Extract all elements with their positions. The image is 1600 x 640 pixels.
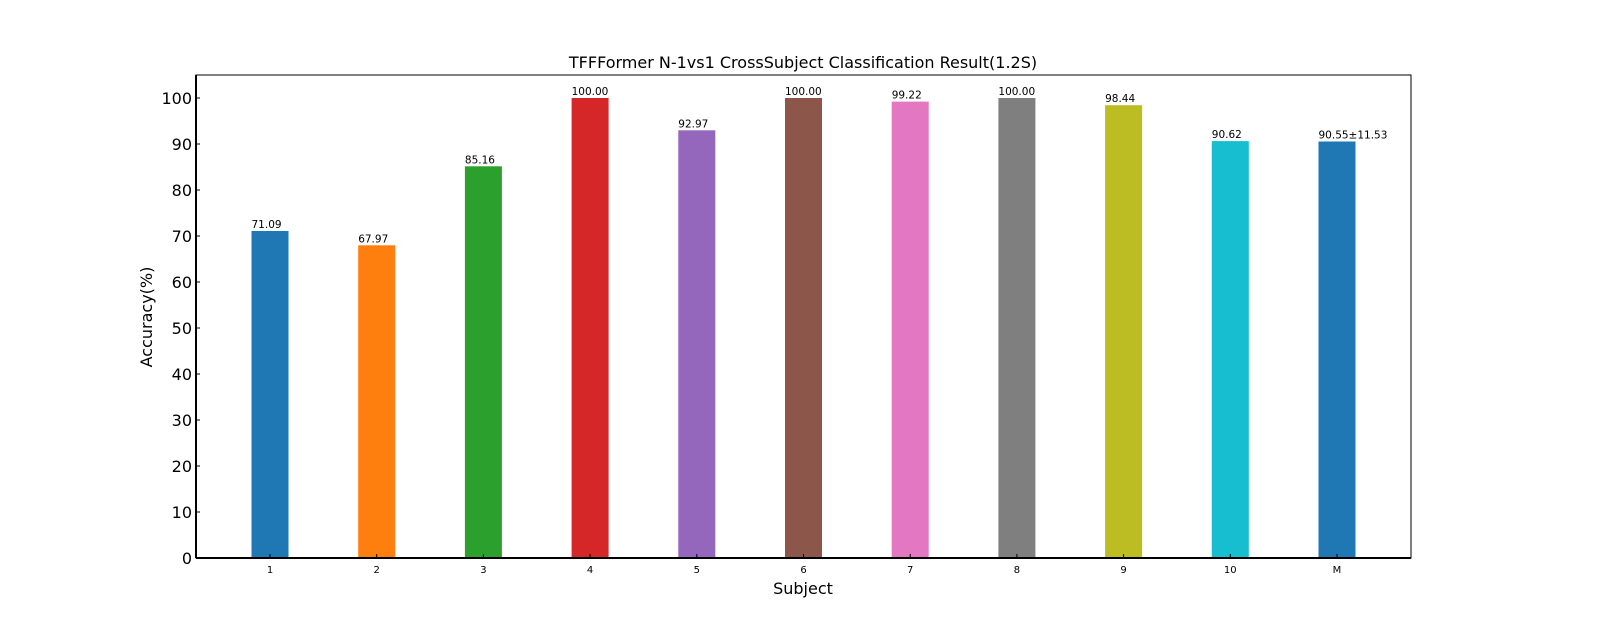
data-label-M: 90.55±11.53	[1319, 130, 1388, 142]
data-labels-group: 71.09 67.97 85.16 100.00 92.97 100.00 99.22 100…	[252, 86, 1388, 245]
y-tick-label-60: 60	[172, 273, 192, 292]
y-tick-label-80: 80	[172, 181, 192, 200]
x-tick-label-5: 5	[694, 565, 700, 576]
y-tick-label-10: 10	[172, 503, 192, 522]
bar-1	[251, 231, 289, 558]
y-tick-label-90: 90	[172, 135, 192, 154]
bar-5	[678, 130, 716, 559]
x-tick-label-6: 6	[800, 565, 806, 576]
bars-group	[251, 98, 1356, 559]
y-tick-label-40: 40	[172, 365, 192, 384]
data-label-4: 100.00	[572, 86, 609, 98]
x-tick-label-1: 1	[267, 565, 273, 576]
bar-7	[891, 101, 929, 558]
y-tick-label-70: 70	[172, 227, 192, 246]
data-label-2: 67.97	[358, 233, 388, 245]
data-label-10: 90.62	[1212, 129, 1242, 141]
bar-2	[358, 245, 396, 559]
x-tick-label-4: 4	[587, 565, 593, 576]
bar-6	[785, 98, 822, 558]
data-label-5: 92.97	[678, 118, 708, 130]
x-tick-label-7: 7	[907, 565, 913, 576]
bar-9	[1105, 105, 1143, 558]
y-tick-label-0: 0	[182, 549, 192, 568]
x-tick-label-8: 8	[1014, 565, 1020, 576]
data-label-1: 71.09	[252, 219, 282, 231]
x-tick-label-9: 9	[1120, 565, 1126, 576]
y-axis-ticks: 0 10 20 30 40 50 60 70 80 90 100	[161, 89, 200, 568]
bar-10	[1211, 141, 1249, 558]
data-label-9: 98.44	[1105, 93, 1135, 105]
bar-3	[464, 166, 502, 559]
x-tick-label-M: M	[1333, 565, 1342, 576]
x-tick-label-10: 10	[1224, 565, 1237, 576]
x-axis-label: Subject	[773, 579, 833, 598]
bar-M	[1318, 141, 1356, 558]
data-label-6: 100.00	[785, 86, 822, 98]
y-tick-label-100: 100	[161, 89, 192, 108]
bar-8	[998, 98, 1036, 558]
data-label-7: 99.22	[892, 90, 922, 102]
x-tick-label-3: 3	[480, 565, 486, 576]
y-tick-label-20: 20	[172, 457, 192, 476]
y-tick-label-50: 50	[172, 319, 192, 338]
chart-title: TFFFormer N-1vs1 CrossSubject Classifica…	[568, 53, 1037, 72]
y-tick-label-30: 30	[172, 411, 192, 430]
data-label-8: 100.00	[998, 86, 1035, 98]
y-axis-label: Accuracy(%)	[137, 267, 156, 368]
x-tick-label-2: 2	[374, 565, 380, 576]
bar-4	[571, 98, 609, 558]
data-label-3: 85.16	[465, 154, 495, 166]
